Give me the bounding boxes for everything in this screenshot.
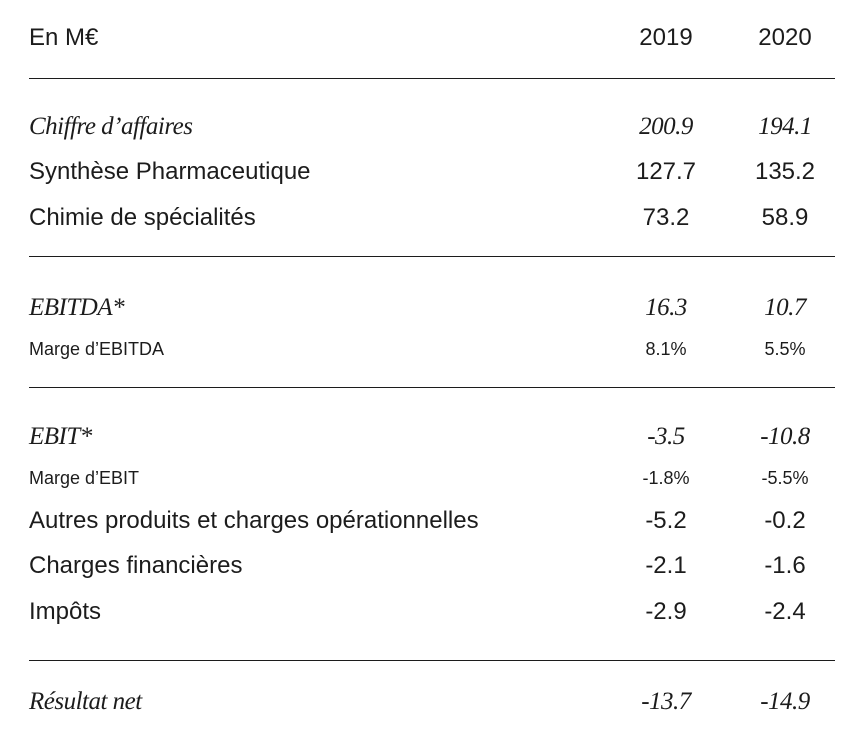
value-2019: -5.2 xyxy=(645,507,687,534)
value-2020: -1.6 xyxy=(764,552,806,579)
divider xyxy=(29,660,835,661)
divider xyxy=(29,387,835,388)
row-synthese-pharmaceutique: Synthèse Pharmaceutique 127.7 135.2 xyxy=(0,152,848,192)
row-marge-ebit: Marge d’EBIT -1.8% -5.5% xyxy=(0,458,848,498)
value-2019: -2.9 xyxy=(645,598,687,625)
value-2019: -13.7 xyxy=(641,688,691,715)
header-row: En M€ 2019 2020 xyxy=(0,18,848,58)
row-impots: Impôts -2.9 -2.4 xyxy=(0,592,848,632)
value-2020: -10.8 xyxy=(760,423,810,450)
value-2020: -5.5% xyxy=(761,468,809,488)
value-2020: 10.7 xyxy=(764,294,806,321)
value-2019: -1.8% xyxy=(642,468,690,488)
row-ebit: EBIT* -3.5 -10.8 xyxy=(0,417,848,457)
row-label: Impôts xyxy=(29,598,102,625)
row-chimie-specialites: Chimie de spécialités 73.2 58.9 xyxy=(0,198,848,238)
value-2020: 58.9 xyxy=(761,204,809,231)
row-label: Chiffre d’affaires xyxy=(29,113,193,140)
value-2020: -2.4 xyxy=(764,598,806,625)
row-chiffre-affaires: Chiffre d’affaires 200.9 194.1 xyxy=(0,107,848,147)
row-label: Résultat net xyxy=(29,688,142,715)
row-label: Autres produits et charges opérationnell… xyxy=(29,507,479,534)
divider xyxy=(29,78,835,79)
row-label: EBIT* xyxy=(29,423,92,450)
row-label: Chimie de spécialités xyxy=(29,204,256,231)
value-2019: 73.2 xyxy=(642,204,690,231)
value-2019: 127.7 xyxy=(635,158,697,185)
row-autres-produits-charges: Autres produits et charges opérationnell… xyxy=(0,501,848,541)
unit-label: En M€ xyxy=(29,24,99,51)
row-label: Marge d’EBIT xyxy=(29,468,140,488)
row-charges-financieres: Charges financières -2.1 -1.6 xyxy=(0,546,848,586)
value-2020: -0.2 xyxy=(764,507,806,534)
divider xyxy=(29,256,835,257)
value-2019: 16.3 xyxy=(645,294,687,321)
row-label: EBITDA* xyxy=(29,294,125,321)
value-2019: 8.1% xyxy=(645,339,687,359)
value-2020: 194.1 xyxy=(758,113,812,140)
value-2019: 200.9 xyxy=(639,113,693,140)
value-2020: 5.5% xyxy=(764,339,806,359)
column-header-2019: 2019 xyxy=(639,24,693,51)
row-label: Charges financières xyxy=(29,552,243,579)
row-label: Synthèse Pharmaceutique xyxy=(29,158,311,185)
row-ebitda: EBITDA* 16.3 10.7 xyxy=(0,288,848,328)
value-2019: -3.5 xyxy=(647,423,685,450)
value-2020: -14.9 xyxy=(760,688,810,715)
column-header-2020: 2020 xyxy=(758,24,812,51)
row-label: Marge d’EBITDA xyxy=(29,339,165,359)
value-2020: 135.2 xyxy=(754,158,816,185)
row-resultat-net: Résultat net -13.7 -14.9 xyxy=(0,682,848,722)
row-marge-ebitda: Marge d’EBITDA 8.1% 5.5% xyxy=(0,329,848,369)
value-2019: -2.1 xyxy=(645,552,687,579)
